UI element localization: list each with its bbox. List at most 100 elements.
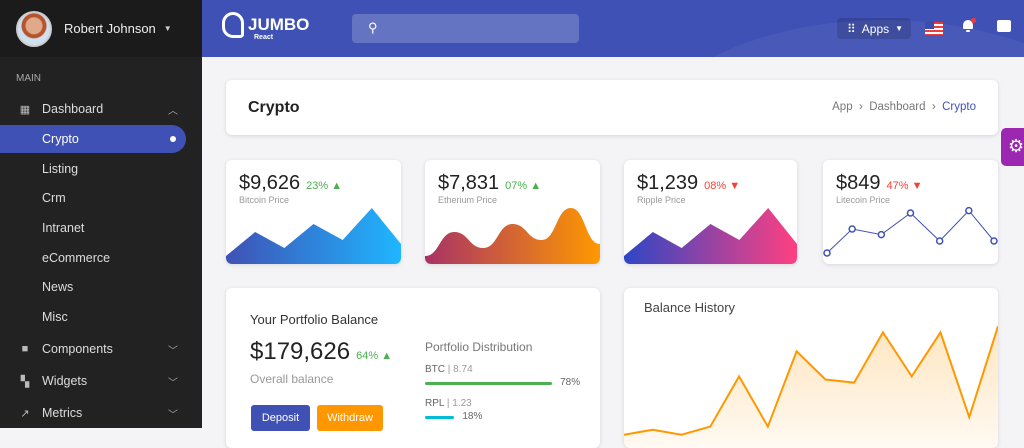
price-value: $7,831 07% ▲ bbox=[438, 172, 541, 195]
dist-pct: 18% bbox=[462, 411, 483, 422]
distribution-title: Portfolio Distribution bbox=[425, 340, 533, 354]
pct: 23% bbox=[306, 180, 329, 192]
settings-gear-icon[interactable]: ⚙ bbox=[1001, 128, 1024, 166]
price-label: Bitcoin Price bbox=[239, 195, 290, 205]
sparkline-area bbox=[226, 208, 401, 264]
dist-row-label: BTC | 8.74 bbox=[425, 364, 473, 375]
page-header-card: Crypto App › Dashboard › Crypto bbox=[226, 80, 998, 135]
label: Metrics bbox=[42, 406, 83, 420]
grid-icon: ⠿ bbox=[847, 21, 856, 36]
price-card: $1,239 08% ▼ Ripple Price bbox=[624, 160, 797, 264]
balance-history-card: Balance History bbox=[624, 288, 998, 448]
sidebar: Robert Johnson ▼ MAIN ▦ Dashboard ︿ Crypto… bbox=[0, 0, 202, 428]
section-label: MAIN bbox=[16, 73, 41, 84]
price: $849 bbox=[836, 172, 881, 194]
logo-subtext: React bbox=[254, 34, 274, 41]
sidebar-item-ecommerce[interactable]: eCommerce bbox=[42, 251, 111, 265]
data-point bbox=[848, 225, 856, 233]
sidebar-item-misc[interactable]: Misc bbox=[42, 310, 68, 324]
sidebar-item-crm[interactable]: Crm bbox=[42, 191, 66, 205]
sidebar-item-components[interactable]: ■ Components ﹀ bbox=[0, 335, 202, 363]
sidebar-item-listing[interactable]: Listing bbox=[42, 162, 79, 176]
value: $179,626 bbox=[250, 338, 351, 365]
coin: BTC bbox=[425, 364, 445, 375]
breadcrumb-app[interactable]: App bbox=[832, 101, 853, 113]
notification-dot bbox=[971, 18, 976, 23]
chat-icon[interactable] bbox=[997, 20, 1011, 32]
sparkline-chart bbox=[226, 208, 401, 264]
sparkline-chart bbox=[624, 208, 797, 264]
chevron-down-icon: ﹀ bbox=[168, 345, 178, 357]
breadcrumb: App › Dashboard › Crypto bbox=[832, 101, 976, 113]
sparkline-area bbox=[624, 208, 797, 264]
chevron-down-icon: ﹀ bbox=[168, 409, 178, 421]
dist-bar bbox=[425, 416, 455, 419]
logo-text: JUMBO bbox=[248, 15, 310, 34]
withdraw-button[interactable]: Withdraw bbox=[317, 405, 383, 431]
amount: 8.74 bbox=[453, 364, 473, 375]
logo-mark-icon bbox=[222, 12, 244, 38]
apps-button[interactable]: ⠿ Apps ▼ bbox=[837, 18, 911, 39]
pct: 47% bbox=[886, 180, 909, 192]
sidebar-item-dashboard[interactable]: ▦ Dashboard ︿ bbox=[0, 95, 202, 123]
change-pct: 07% ▲ bbox=[505, 180, 542, 192]
price-label: Litecoin Price bbox=[836, 195, 891, 205]
amount: 1.23 bbox=[452, 398, 472, 409]
chevron-down-icon: ﹀ bbox=[168, 377, 178, 389]
price-label: Ripple Price bbox=[637, 195, 686, 205]
price-value: $9,626 23% ▲ bbox=[239, 172, 342, 195]
portfolio-value: $179,626 64% ▲ bbox=[250, 338, 392, 366]
price-value: $1,239 08% ▼ bbox=[637, 172, 740, 195]
breadcrumb-dashboard[interactable]: Dashboard bbox=[869, 101, 926, 113]
chevron-down-icon: ▼ bbox=[895, 24, 904, 33]
pct: 64% bbox=[356, 350, 379, 362]
data-point bbox=[877, 230, 886, 239]
sidebar-item-intranet[interactable]: Intranet bbox=[42, 221, 85, 235]
bell-icon[interactable] bbox=[962, 18, 976, 32]
price-card: $7,831 07% ▲ Etherium Price bbox=[425, 160, 600, 264]
sidebar-item-crypto[interactable]: Crypto bbox=[0, 125, 186, 153]
data-point bbox=[906, 209, 915, 217]
change-pct: 23% ▲ bbox=[306, 180, 343, 192]
dashboard-icon: ▦ bbox=[19, 103, 31, 116]
data-point bbox=[965, 206, 973, 215]
avatar bbox=[16, 10, 52, 47]
change-pct: 47% ▼ bbox=[886, 180, 923, 192]
sidebar-item-metrics[interactable]: ↗ Metrics ﹀ bbox=[0, 399, 202, 427]
data-point bbox=[823, 249, 831, 257]
trending-icon: ↗ bbox=[20, 407, 30, 420]
price-card: $9,626 23% ▲ Bitcoin Price bbox=[226, 160, 401, 264]
sidebar-item-widgets[interactable]: ▚ Widgets ﹀ bbox=[0, 367, 202, 395]
page-title: Crypto bbox=[248, 99, 300, 116]
portfolio-card: Your Portfolio Balance $179,626 64% ▲ Ove… bbox=[226, 288, 600, 448]
sidebar-item-news[interactable]: News bbox=[42, 280, 74, 294]
deposit-button[interactable]: Deposit bbox=[251, 405, 310, 431]
logo[interactable]: JUMBO React bbox=[222, 12, 310, 41]
label: Widgets bbox=[42, 374, 88, 388]
active-dot bbox=[170, 136, 176, 142]
caret-down-icon: ▼ bbox=[163, 24, 172, 33]
label: Components bbox=[42, 342, 113, 356]
portfolio-title: Your Portfolio Balance bbox=[250, 312, 379, 327]
dist-bar bbox=[425, 382, 553, 385]
data-point bbox=[990, 237, 998, 245]
sparkline-chart bbox=[425, 208, 600, 264]
label: Crypto bbox=[42, 132, 79, 146]
top-header: JUMBO React ⚲ ⠿ Apps ▼ bbox=[202, 0, 1024, 57]
chevron-up-icon: ︿ bbox=[168, 105, 178, 117]
breadcrumb-current: Crypto bbox=[942, 101, 976, 113]
price-label: Etherium Price bbox=[438, 195, 498, 205]
portfolio-sub: Overall balance bbox=[250, 372, 334, 386]
dist-row-label: RPL | 1.23 bbox=[425, 398, 472, 409]
search-input[interactable]: ⚲ bbox=[352, 14, 579, 43]
us-flag-icon[interactable] bbox=[925, 22, 943, 35]
price-card: $849 47% ▼ Litecoin Price bbox=[823, 160, 998, 264]
price: $9,626 bbox=[239, 172, 301, 194]
price-value: $849 47% ▼ bbox=[836, 172, 922, 195]
dist-pct: 78% bbox=[560, 377, 581, 388]
sparkline-chart bbox=[823, 206, 998, 257]
folder-icon: ■ bbox=[21, 343, 29, 355]
user-profile[interactable]: Robert Johnson ▼ bbox=[0, 0, 202, 57]
price: $7,831 bbox=[438, 172, 500, 194]
pct: 08% bbox=[704, 180, 727, 192]
